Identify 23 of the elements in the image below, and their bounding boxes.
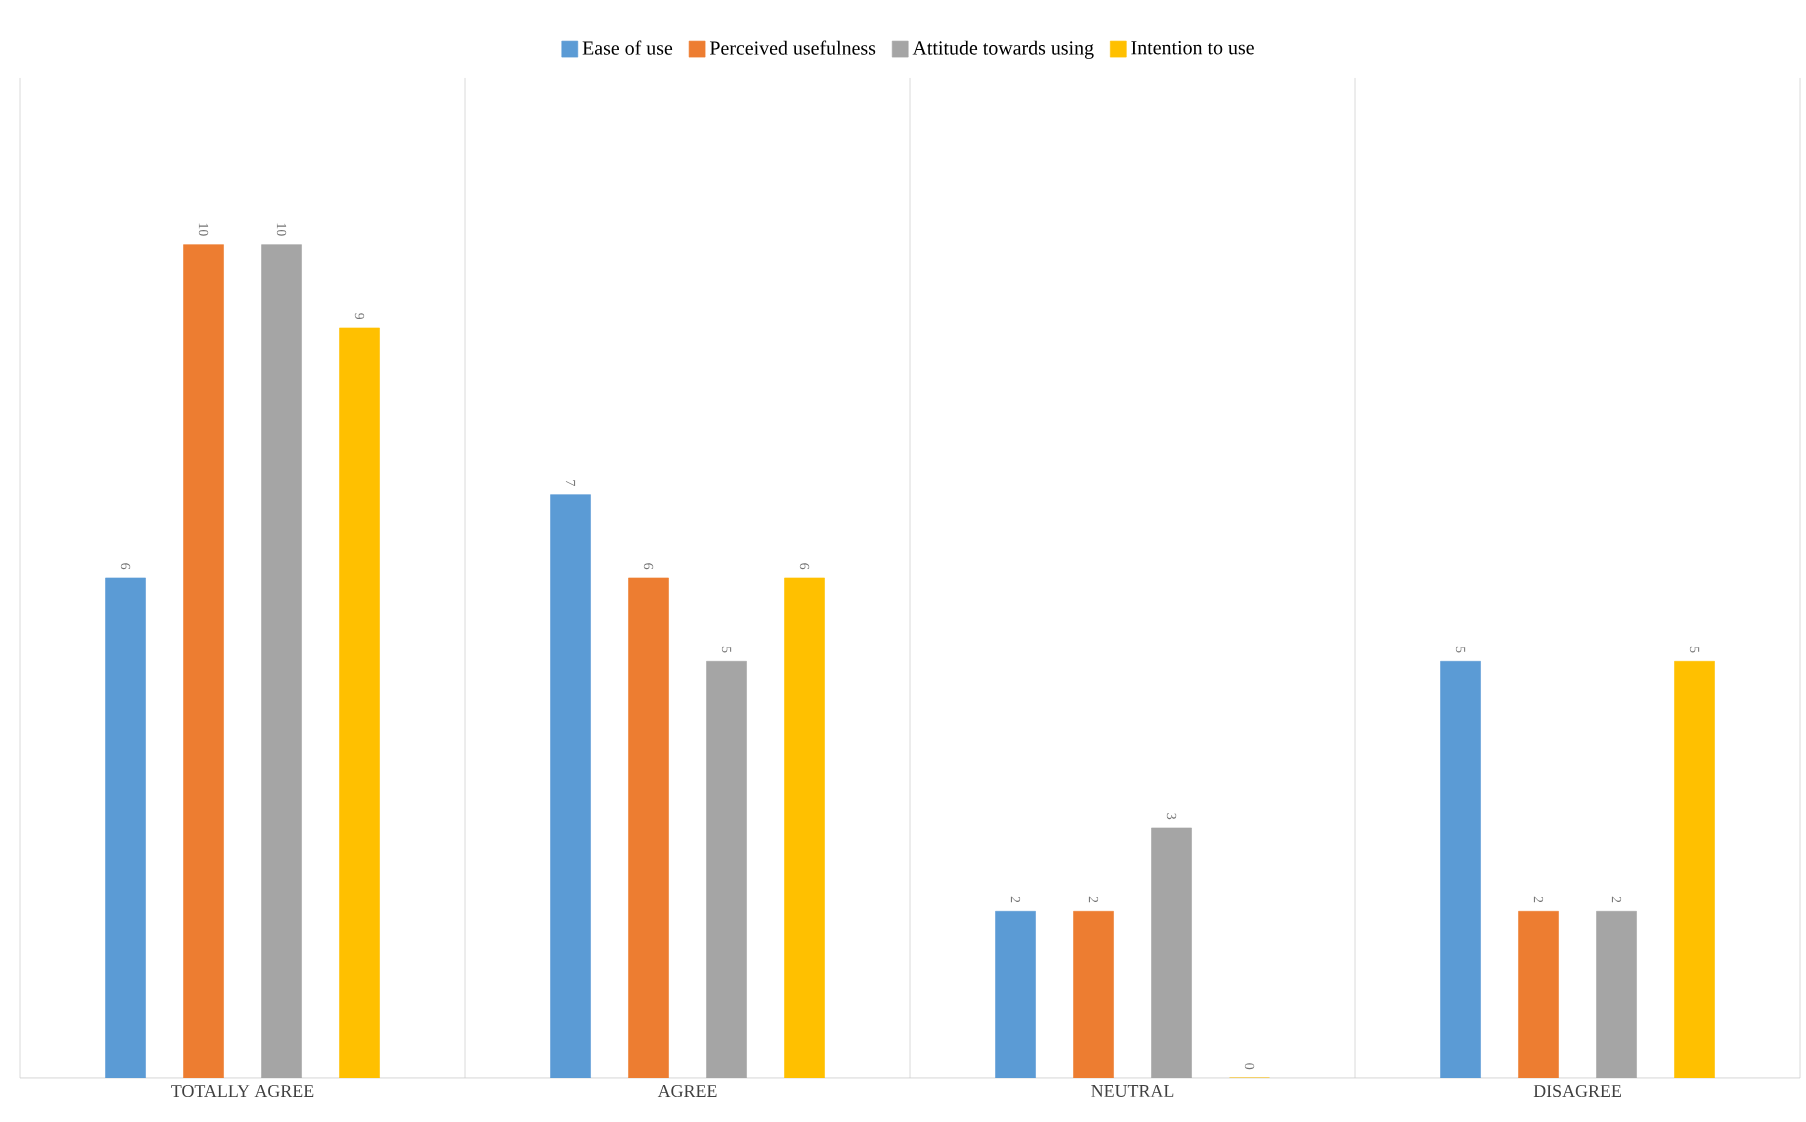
bar — [1596, 911, 1637, 1078]
bar — [995, 911, 1036, 1078]
bar — [105, 577, 146, 1078]
bar — [628, 577, 669, 1078]
bar — [1440, 661, 1481, 1078]
legend-label: Attitude towards using — [912, 40, 1094, 59]
x-tick-label: DISAGREE — [1533, 1085, 1621, 1098]
bar — [1518, 911, 1559, 1078]
bar — [706, 661, 747, 1078]
legend-label: Ease of use — [582, 40, 673, 55]
bar — [550, 494, 591, 1078]
bar — [183, 244, 224, 1078]
bar — [339, 327, 380, 1078]
bar — [261, 244, 302, 1078]
bar — [1073, 911, 1114, 1078]
legend-label: Perceived usefulness — [709, 40, 876, 55]
x-tick-label: NEUTRAL — [1091, 1085, 1174, 1098]
bar — [784, 577, 825, 1078]
x-tick-label: TOTALLY AGREE — [171, 1085, 314, 1098]
legend-label: Intention to use — [1131, 41, 1254, 55]
bar — [1151, 827, 1192, 1078]
x-tick-label: AGREE — [657, 1085, 717, 1098]
bar — [1674, 661, 1715, 1078]
